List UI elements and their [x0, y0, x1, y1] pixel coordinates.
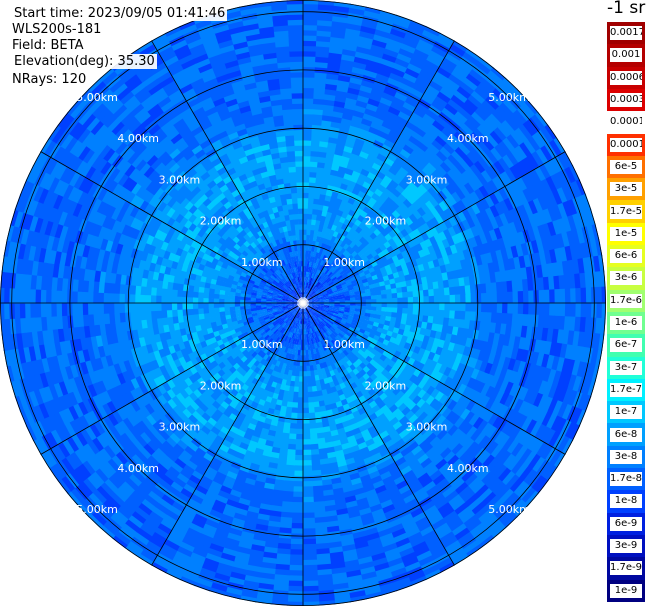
ring-label: 4.00km — [447, 132, 489, 145]
ring-label: 2.00km — [365, 215, 407, 228]
colorbar-label: 0.0017 — [610, 26, 642, 41]
azimuth-spoke — [302, 302, 566, 455]
colorbar-swatch: 0.0003 — [607, 88, 645, 112]
colorbar-swatch: 0.001 — [607, 44, 645, 68]
colorbar-swatch: 0.00017 — [607, 111, 645, 134]
ring-label: 3.00km — [159, 173, 201, 186]
colorbar-swatch: 3e-8 — [607, 445, 645, 469]
ring-label: 1.00km — [241, 338, 283, 351]
ring-label: 1.00km — [323, 256, 365, 269]
colorbar-label: 3e-8 — [610, 449, 642, 464]
azimuth-spoke — [302, 151, 566, 304]
colorbar-swatch: 0.0006 — [607, 66, 645, 90]
colorbar-swatch: 1e-8 — [607, 490, 645, 514]
colorbar-label: 6e-5 — [610, 159, 642, 174]
colorbar-swatch: 1e-7 — [607, 401, 645, 424]
colorbar-label: 1.7e-6 — [610, 293, 642, 308]
ring-label: 2.00km — [365, 379, 407, 392]
instrument-label: WLS200s-181 — [12, 22, 102, 37]
colorbar-swatch: 6e-7 — [607, 334, 645, 357]
ring-label: 2.00km — [200, 215, 242, 228]
azimuth-spoke — [40, 151, 304, 304]
colorbar-title: -1 sr — [607, 0, 646, 18]
colorbar-swatch: 1.7e-8 — [607, 468, 645, 491]
ring-label: 5.00km — [488, 91, 530, 104]
colorbar-label: 0.001 — [610, 48, 642, 63]
colorbar-label: 1e-6 — [610, 316, 642, 331]
beta-field — [0, 0, 606, 606]
azimuth-spoke — [151, 302, 304, 566]
ring-label: 4.00km — [117, 462, 159, 475]
colorbar-swatch: 1.7e-9 — [607, 557, 645, 580]
ring-label: 3.00km — [406, 173, 448, 186]
colorbar-label: 0.0001 — [610, 137, 642, 152]
ring-label: 5.00km — [488, 503, 530, 516]
colorbar-swatch: 1.7e-6 — [607, 289, 645, 313]
nrays-label: NRays: 120 — [12, 72, 87, 87]
colorbar-label: 1.7e-5 — [610, 204, 642, 219]
origin-marker — [301, 297, 304, 304]
colorbar-swatch: 1e-5 — [607, 222, 645, 246]
ring-label: 1.00km — [241, 256, 283, 269]
ring-label: 4.00km — [117, 132, 159, 145]
range-ring — [244, 244, 362, 362]
colorbar-label: 1e-8 — [610, 494, 642, 509]
outer-ring — [0, 0, 606, 606]
colorbar-swatch: 0.0001 — [607, 133, 645, 157]
colorbar-swatch: 6e-8 — [607, 423, 645, 447]
colorbar-swatch: 6e-5 — [607, 155, 645, 179]
colorbar-swatch: 3e-7 — [607, 356, 645, 380]
colorbar-swatch: 1.7e-5 — [607, 200, 645, 224]
colorbar-label: 6e-7 — [610, 338, 642, 353]
colorbar-label: 0.0006 — [610, 70, 642, 85]
colorbar-label: 1e-5 — [610, 226, 642, 241]
colorbar-swatch: 1e-9 — [607, 579, 645, 603]
colorbar-label: 1.7e-7 — [610, 382, 642, 397]
colorbar-swatch: 6e-9 — [607, 512, 645, 536]
ring-label: 2.00km — [200, 379, 242, 392]
colorbar-swatch: 1.7e-7 — [607, 378, 645, 402]
colorbar-swatch: 3e-6 — [607, 267, 645, 291]
azimuth-spoke — [151, 40, 304, 304]
range-ring — [127, 127, 479, 479]
azimuth-spokes — [0, 0, 606, 606]
field-label: Field: BETA — [12, 38, 84, 53]
colorbar-swatch: 6e-6 — [607, 245, 645, 268]
range-ring — [186, 186, 420, 420]
azimuth-spoke — [302, 302, 455, 566]
colorbar-label: 3e-9 — [610, 539, 642, 554]
colorbar-label: 1.7e-8 — [610, 472, 642, 487]
ring-label: 4.00km — [447, 462, 489, 475]
colorbar-label: 3e-6 — [610, 271, 642, 286]
colorbar-swatch: 0.0017 — [607, 22, 645, 45]
ring-label: 1.00km — [323, 338, 365, 351]
colorbar-label: 6e-9 — [610, 516, 642, 531]
ring-label: 5.00km — [76, 503, 118, 516]
colorbar-label: 0.0003 — [610, 93, 642, 108]
colorbar-swatch: 3e-9 — [607, 534, 645, 558]
elevation-label: Elevation(deg): 35.30 — [12, 54, 157, 69]
ring-label: 3.00km — [159, 421, 201, 434]
range-ring — [69, 69, 537, 537]
colorbar-label: 1e-9 — [610, 583, 642, 598]
ring-label: 5.00km — [76, 91, 118, 104]
start-time-label: Start time: 2023/09/05 01:41:46 — [12, 6, 228, 21]
ring-labels: 1.00km 1.00km 1.00km 1.00km 2.00km 2.00km 2.00… — [76, 91, 530, 516]
range-ring — [11, 11, 595, 595]
colorbar-label: 1e-7 — [610, 405, 642, 420]
colorbar-label: 6e-6 — [610, 249, 642, 264]
colorbar-swatch: 1e-6 — [607, 311, 645, 335]
colorbar-label: 1.7e-9 — [610, 561, 642, 576]
range-rings — [0, 0, 606, 606]
azimuth-spoke — [40, 302, 304, 455]
colorbar-label: 0.00017 — [610, 115, 642, 130]
azimuth-spoke — [302, 40, 455, 304]
colorbar-swatch: 3e-5 — [607, 178, 645, 201]
colorbar-label: 3e-5 — [610, 182, 642, 197]
ring-label: 3.00km — [406, 421, 448, 434]
colorbar-label: 6e-8 — [610, 427, 642, 442]
colorbar-label: 3e-7 — [610, 360, 642, 375]
